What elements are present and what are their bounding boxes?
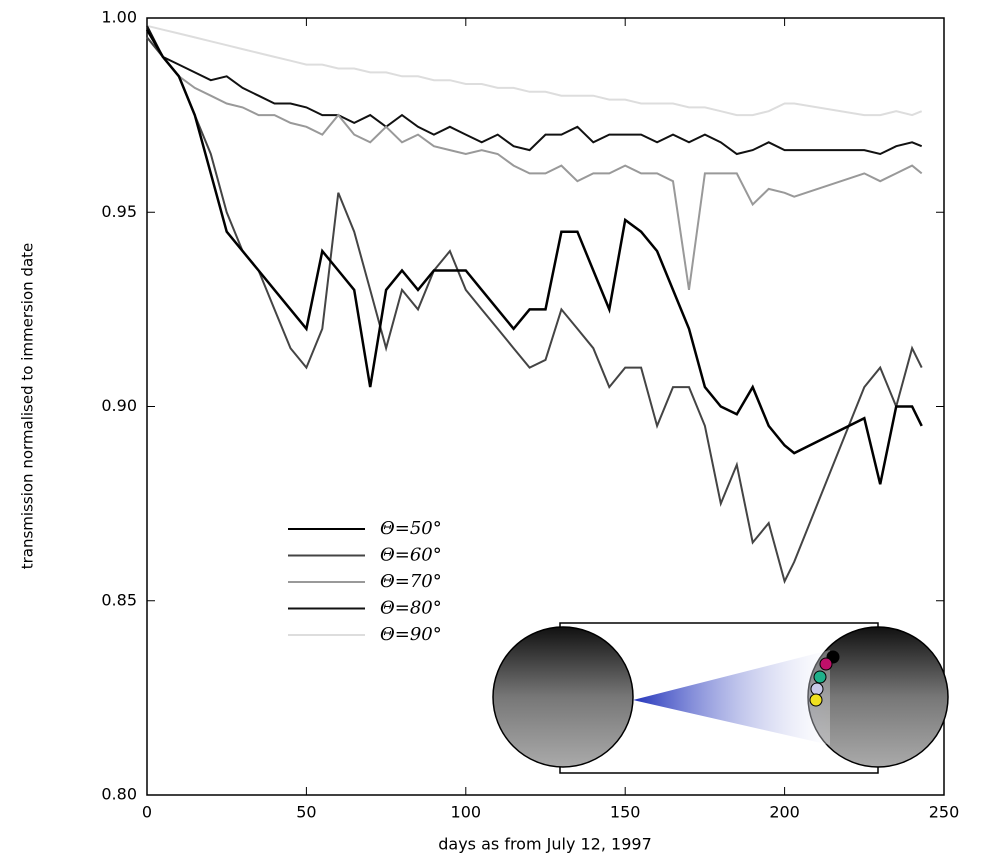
x-tick-label: 150 (610, 803, 641, 822)
y-tick-label: 0.85 (101, 590, 137, 609)
legend-label: Θ=50° (380, 518, 442, 539)
legend-label: Θ=60° (380, 545, 442, 566)
legend-label: Θ=80° (380, 598, 442, 619)
x-axis-label: days as from July 12, 1997 (438, 835, 652, 854)
y-tick-label: 1.00 (101, 8, 137, 27)
series-line (145, 29, 923, 485)
y-axis-label: transmission normalised to immersion dat… (19, 243, 37, 570)
y-tick-label: 0.90 (101, 396, 137, 415)
x-tick-label: 200 (769, 803, 800, 822)
legend-label: Θ=90° (380, 624, 442, 645)
inset-diagram (492, 622, 949, 774)
series-line (146, 25, 923, 156)
y-tick-label: 0.95 (101, 202, 137, 221)
x-tick-label: 100 (451, 803, 482, 822)
x-tick-label: 0 (142, 803, 152, 822)
series-line (146, 36, 923, 291)
series-line (146, 24, 923, 117)
y-tick-label: 0.80 (101, 785, 137, 804)
legend-label: Θ=70° (380, 571, 442, 592)
x-tick-label: 250 (929, 803, 960, 822)
x-tick-label: 50 (296, 803, 316, 822)
series-line (146, 36, 923, 585)
